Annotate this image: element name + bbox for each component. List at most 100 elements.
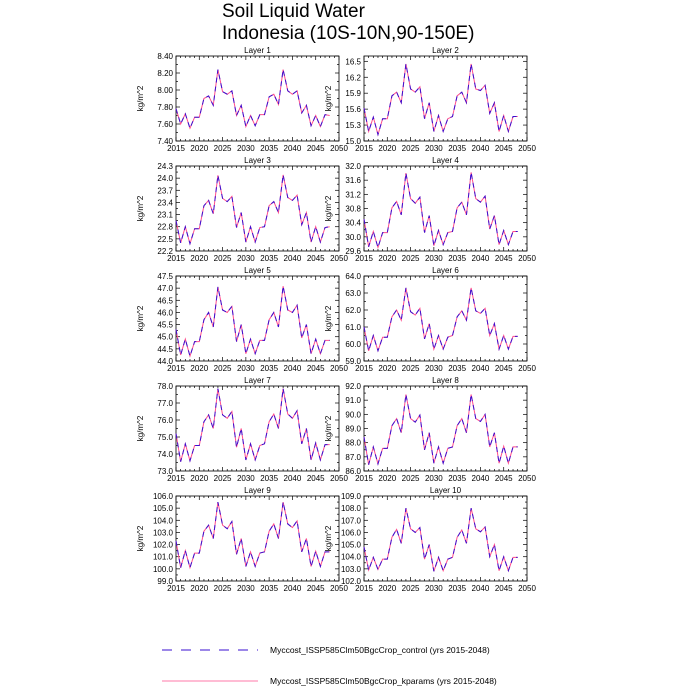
y-tick-label: 15.6 xyxy=(345,105,361,114)
plot-frame xyxy=(175,165,340,252)
y-tick-label: 46.5 xyxy=(157,296,173,305)
y-tick-label: 91.0 xyxy=(345,396,361,405)
x-tick-label: 2030 xyxy=(237,254,255,263)
x-tick-label: 2045 xyxy=(495,144,513,153)
x-tick-label: 2050 xyxy=(518,584,536,593)
panel-layer-9: Layer 9 2015 2020 2025 2030 2035 2040 2045 2050 9… xyxy=(136,486,348,593)
x-tick-label: 2050 xyxy=(518,144,536,153)
x-tick-label: 2045 xyxy=(495,474,513,483)
figure-title-line1: Soil Liquid Water xyxy=(222,1,366,22)
panel-title: Layer 3 xyxy=(244,156,271,165)
series-line-control xyxy=(363,394,518,466)
y-tick-label: 15.0 xyxy=(345,137,361,146)
y-tick-label: 32.0 xyxy=(345,162,361,171)
x-tick-label: 2030 xyxy=(237,364,255,373)
x-tick-label: 2025 xyxy=(402,474,420,483)
plot-frame xyxy=(175,55,340,142)
y-tick-label: 23.7 xyxy=(157,186,173,195)
y-tick-label: 75.0 xyxy=(157,433,173,442)
x-tick-label: 2020 xyxy=(378,364,396,373)
x-tick-label: 2030 xyxy=(425,144,443,153)
y-tick-label: 63.0 xyxy=(345,289,361,298)
x-tick-label: 2020 xyxy=(190,364,208,373)
series-line-control xyxy=(175,388,330,463)
y-tick-label: 88.0 xyxy=(345,439,361,448)
panels-grid: Layer 1 2015 2020 2025 2030 2035 2040 2045 2050 7… xyxy=(136,46,536,593)
x-tick-label: 2025 xyxy=(402,144,420,153)
panel-layer-10: Layer 10 2015 2020 2025 2030 2035 2040 2045 2050… xyxy=(324,486,536,593)
x-tick-label: 2045 xyxy=(307,474,325,483)
y-tick-label: 62.0 xyxy=(345,306,361,315)
y-tick-label: 22.8 xyxy=(157,223,173,232)
x-tick-label: 2015 xyxy=(167,364,185,373)
panel-layer-5: Layer 5 2015 2020 2025 2030 2035 2040 2045 2050 4… xyxy=(136,266,348,373)
y-tick-label: 87.0 xyxy=(345,453,361,462)
x-tick-label: 2050 xyxy=(330,254,348,263)
x-tick-label: 2035 xyxy=(448,474,466,483)
y-tick-label: 47.0 xyxy=(157,284,173,293)
series-line-control xyxy=(363,63,518,137)
x-tick-label: 2025 xyxy=(402,254,420,263)
y-tick-label: 61.0 xyxy=(345,323,361,332)
panel-title: Layer 4 xyxy=(432,156,459,165)
x-tick-label: 2020 xyxy=(378,474,396,483)
y-tick-label: 77.0 xyxy=(157,399,173,408)
y-tick-label: 29.6 xyxy=(345,247,361,256)
x-tick-label: 2040 xyxy=(472,144,490,153)
y-axis-label: kg/m^2 xyxy=(324,85,333,111)
y-tick-label: 90.0 xyxy=(345,410,361,419)
series-line-control xyxy=(175,69,330,130)
y-tick-label: 92.0 xyxy=(345,382,361,391)
y-tick-label: 22.5 xyxy=(157,235,173,244)
panel-title: Layer 6 xyxy=(432,266,459,275)
y-tick-label: 74.0 xyxy=(157,450,173,459)
x-tick-label: 2050 xyxy=(330,474,348,483)
panel-layer-3: Layer 3 2015 2020 2025 2030 2035 2040 2045 2050 2… xyxy=(136,156,348,263)
x-tick-label: 2015 xyxy=(355,144,373,153)
x-tick-label: 2045 xyxy=(495,364,513,373)
x-tick-label: 2045 xyxy=(495,254,513,263)
x-tick-label: 2035 xyxy=(260,144,278,153)
y-tick-label: 73.0 xyxy=(157,467,173,476)
x-tick-label: 2050 xyxy=(330,584,348,593)
x-tick-label: 2040 xyxy=(284,254,302,263)
x-tick-label: 2030 xyxy=(425,254,443,263)
y-tick-label: 7.60 xyxy=(157,120,173,129)
panel-title: Layer 8 xyxy=(432,376,459,385)
series-line-control xyxy=(363,287,518,353)
panel-title: Layer 7 xyxy=(244,376,271,385)
x-tick-label: 2045 xyxy=(307,254,325,263)
x-tick-label: 2035 xyxy=(448,144,466,153)
figure-title-line2: Indonesia (10S-10N,90-150E) xyxy=(222,23,474,44)
x-tick-label: 2025 xyxy=(402,584,420,593)
y-tick-label: 7.40 xyxy=(157,137,173,146)
x-tick-label: 2020 xyxy=(190,254,208,263)
y-tick-label: 15.3 xyxy=(345,121,361,130)
x-tick-label: 2035 xyxy=(260,584,278,593)
x-tick-label: 2020 xyxy=(190,144,208,153)
y-tick-label: 8.40 xyxy=(157,52,173,61)
y-tick-label: 47.5 xyxy=(157,272,173,281)
y-tick-label: 103.0 xyxy=(341,565,362,574)
x-tick-label: 2040 xyxy=(284,364,302,373)
y-tick-label: 104.0 xyxy=(341,553,362,562)
x-tick-label: 2020 xyxy=(378,584,396,593)
x-tick-label: 2025 xyxy=(214,584,232,593)
y-axis-label: kg/m^2 xyxy=(324,415,333,441)
y-tick-label: 24.0 xyxy=(157,174,173,183)
x-tick-label: 2040 xyxy=(472,364,490,373)
x-tick-label: 2025 xyxy=(214,254,232,263)
y-tick-label: 76.0 xyxy=(157,416,173,425)
y-tick-label: 86.0 xyxy=(345,467,361,476)
y-tick-label: 23.4 xyxy=(157,198,173,207)
x-tick-label: 2015 xyxy=(167,474,185,483)
y-tick-label: 105.0 xyxy=(153,504,174,513)
panel-layer-7: Layer 7 2015 2020 2025 2030 2035 2040 2045 2050 7… xyxy=(136,376,348,483)
plot-frame xyxy=(175,495,340,582)
y-tick-label: 45.5 xyxy=(157,321,173,330)
y-tick-label: 101.0 xyxy=(153,553,174,562)
y-tick-label: 109.0 xyxy=(341,492,362,501)
